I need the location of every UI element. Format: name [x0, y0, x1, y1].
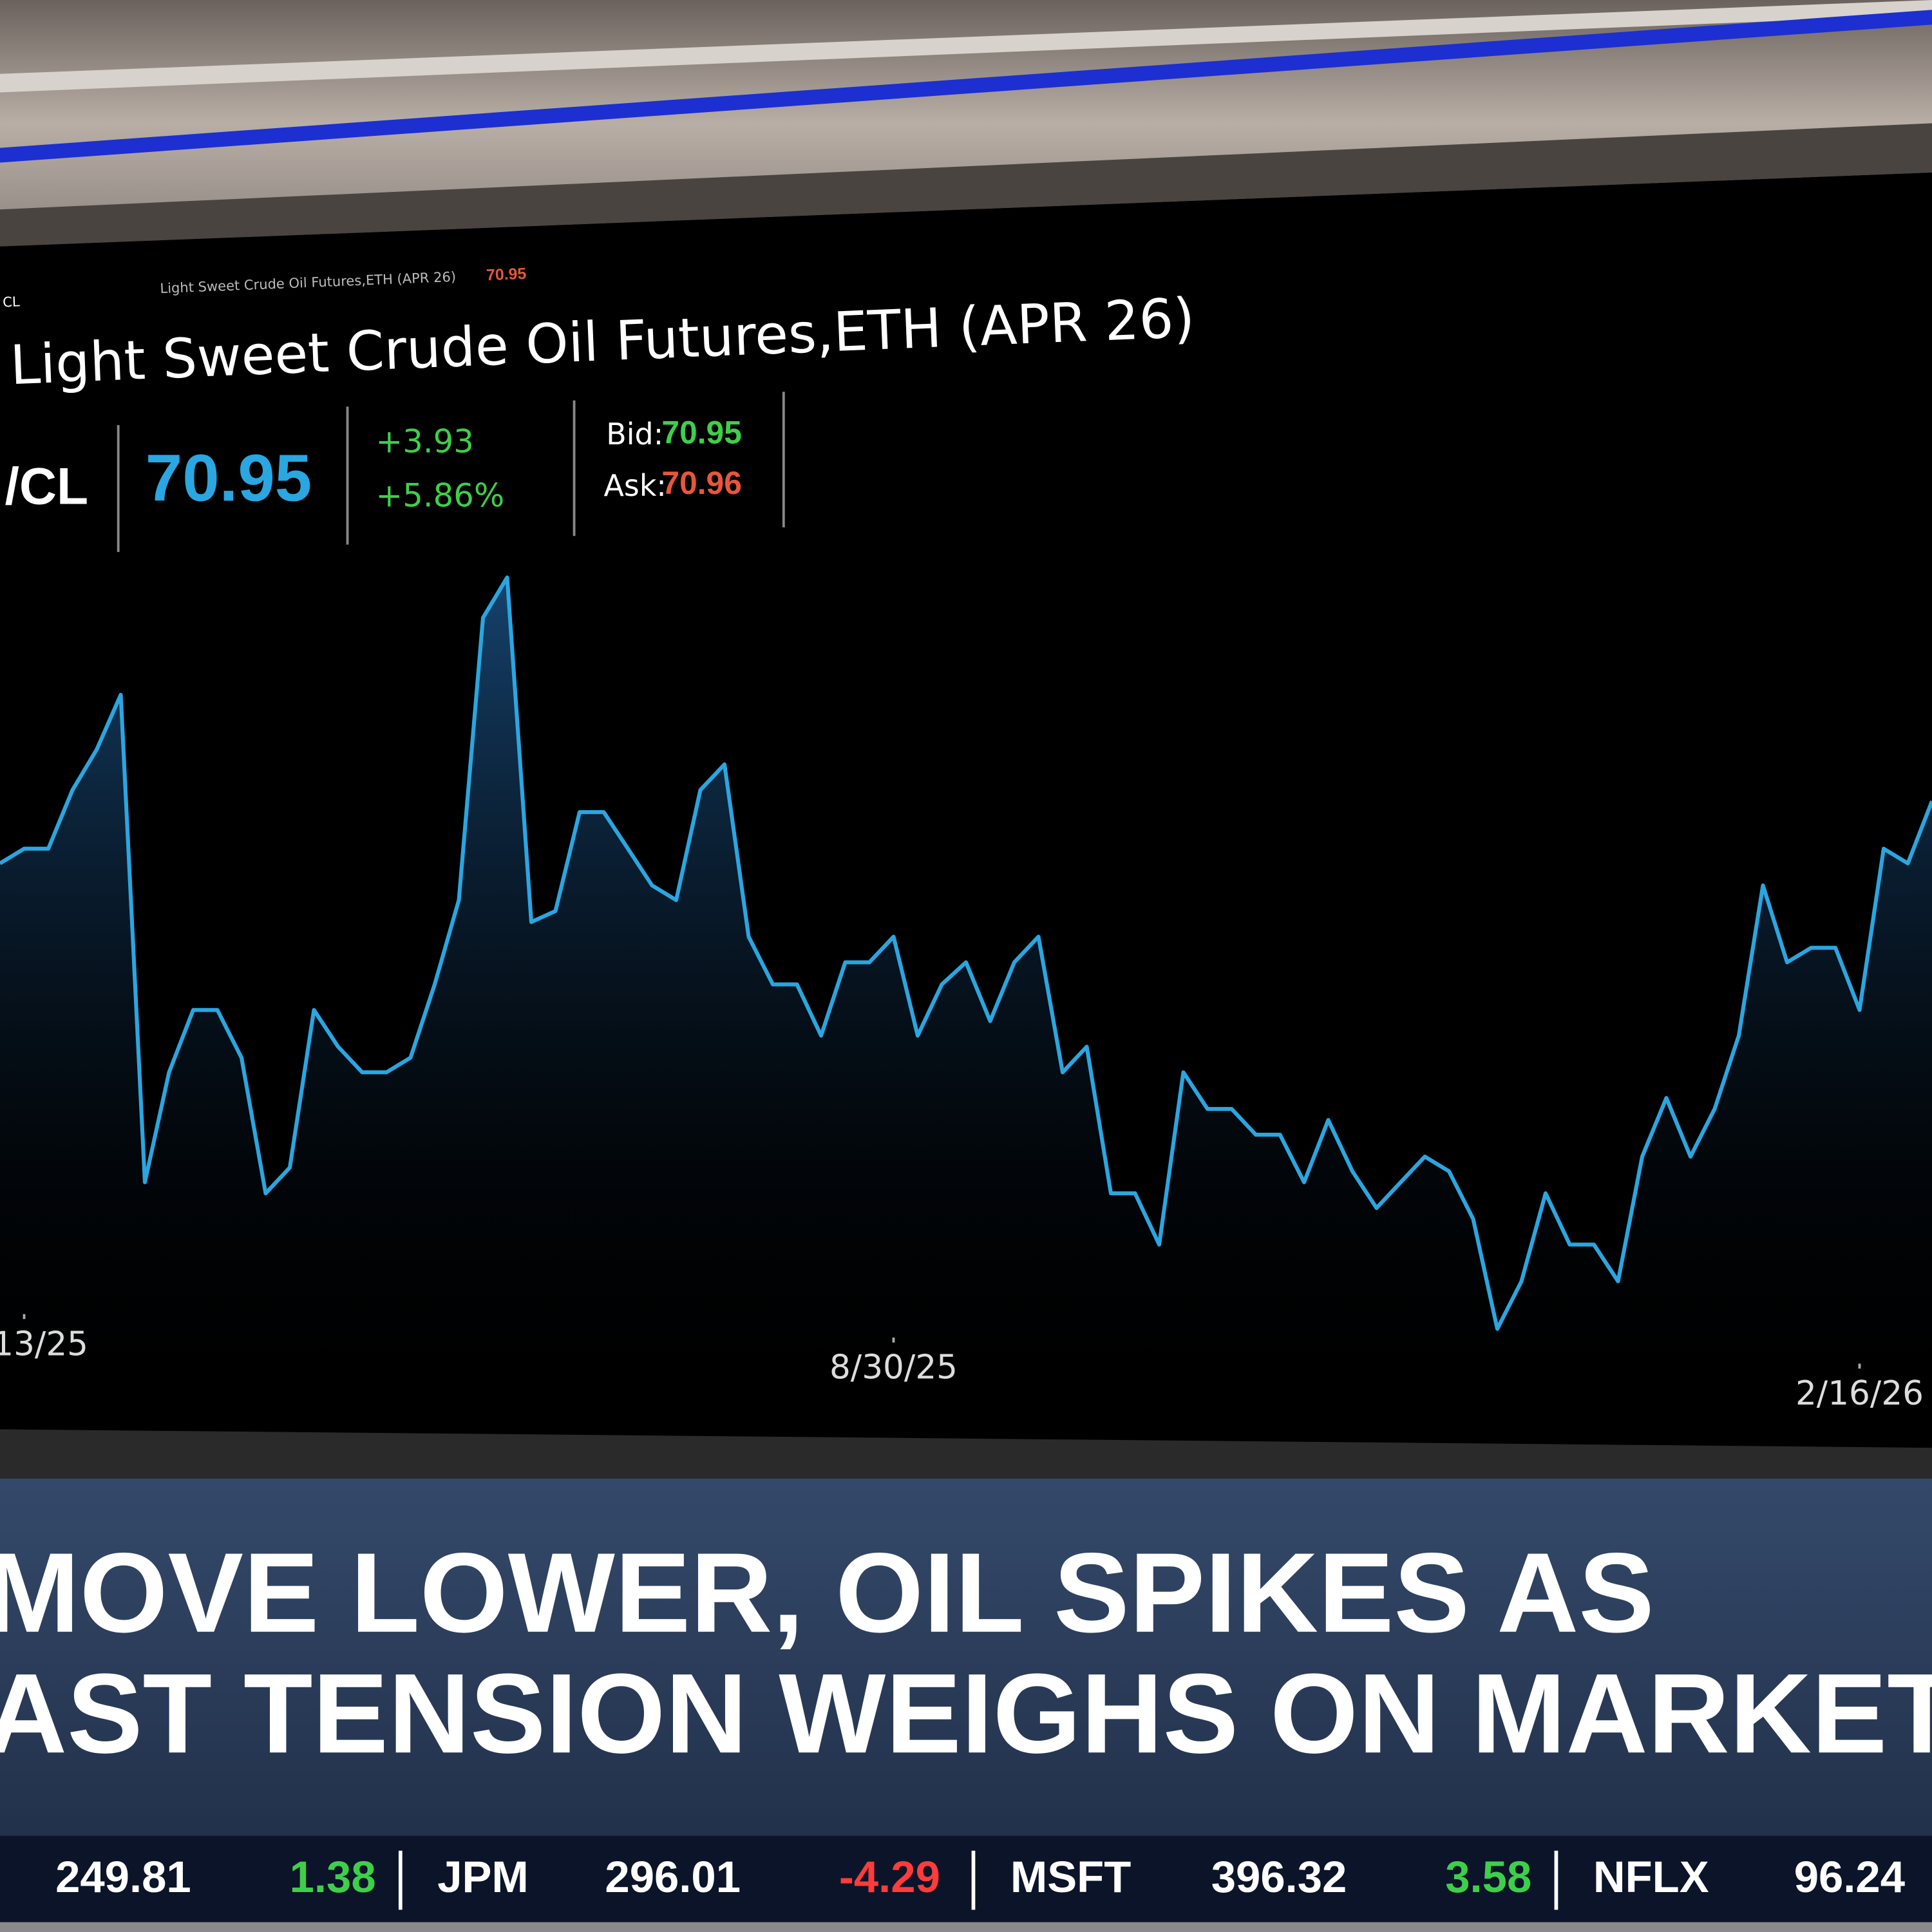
ticker-price: 249.81 [55, 1852, 191, 1902]
headline-line: AST TENSION WEIGHS ON MARKET [0, 1651, 1932, 1777]
last-price: 70.95 [146, 440, 312, 515]
x-tick-label: 6/13/25 [0, 1325, 88, 1363]
x-tick-label: 8/30/25 [829, 1349, 958, 1387]
ask-price: 70.96 [661, 465, 741, 501]
bottom-strip [0, 1922, 1932, 1932]
ticker-price: 396.32 [1211, 1852, 1347, 1902]
area-fill [0, 577, 1932, 1430]
ask-label: Ask: [603, 468, 666, 503]
percent-change: +5.86% [376, 477, 505, 514]
ticker-price: 296.01 [605, 1852, 741, 1902]
ticker-price: 96.24 [1794, 1852, 1905, 1902]
studio-light [0, 0, 1932, 93]
bid-price: 70.95 [661, 415, 741, 451]
studio-frame [0, 123, 1932, 247]
x-tick-label: 2/16/26 [1795, 1374, 1924, 1413]
ticker-symbol: NFLX [1593, 1852, 1709, 1902]
ticker-symbol: MSFT [1010, 1852, 1131, 1902]
bid-label: Bid: [606, 417, 663, 451]
studio-led-strip [0, 10, 1932, 163]
ticker-change: 1.38 [290, 1852, 376, 1902]
net-change: +3.93 [376, 422, 474, 460]
ticker-change: 3.58 [1445, 1852, 1531, 1902]
ticker-symbol: JPM [437, 1852, 529, 1902]
price-line [0, 575, 1932, 1331]
chart: 6/13/25 8/30/25 2/16/26 [0, 575, 1932, 1430]
ticker: 249.81 1.38 JPM 296.01 -4.29 MSFT 396.32 3.58 NF… [55, 1850, 1905, 1910]
ticker-change: -4.29 [839, 1852, 940, 1902]
monitor-edge [0, 1429, 1932, 1479]
ticker-bar [0, 1835, 1932, 1922]
headline-banner [0, 1478, 1932, 1836]
headline-line: MOVE LOWER, OIL SPIKES AS [0, 1530, 1654, 1656]
tab-symbol: CL [3, 293, 21, 310]
tab-last: 70.95 [486, 265, 527, 284]
symbol: /CL [5, 458, 88, 516]
